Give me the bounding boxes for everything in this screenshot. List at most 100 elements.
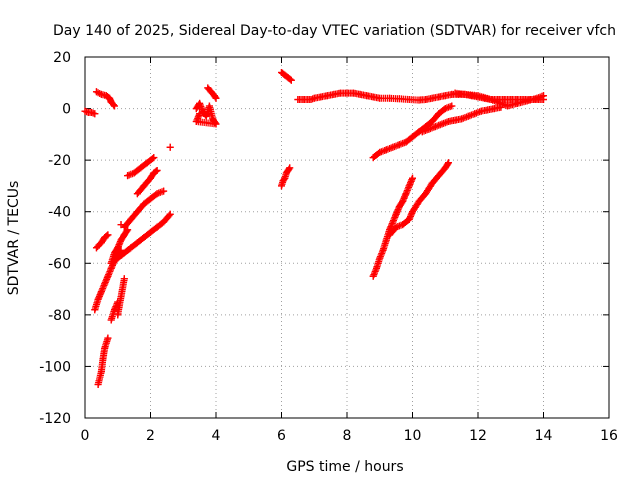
data-point	[415, 96, 423, 104]
data-point	[133, 208, 141, 216]
data-point	[104, 231, 112, 239]
series-s11	[124, 154, 158, 180]
data-point	[97, 288, 105, 296]
y-tick-label: -40	[48, 205, 71, 221]
data-point	[369, 272, 377, 280]
data-point	[379, 246, 387, 254]
data-point	[153, 166, 161, 174]
data-point	[130, 169, 138, 177]
data-point	[435, 110, 443, 118]
data-point	[114, 311, 122, 319]
data-point	[428, 179, 436, 187]
data-point	[120, 231, 128, 239]
data-point	[369, 93, 377, 101]
series-s22	[418, 103, 505, 136]
data-point	[425, 125, 433, 133]
x-tick-label: 14	[535, 428, 553, 444]
axis-ticks: 0 2 4 6 8 10 12 14 16 -120 -100 -80 -60 -40 -20 0 20	[39, 50, 618, 444]
x-tick-label: 2	[146, 428, 155, 444]
data-point	[461, 90, 469, 98]
data-point	[445, 159, 453, 167]
data-point	[160, 218, 168, 226]
y-tick-label: -120	[39, 411, 71, 427]
data-point	[399, 197, 407, 205]
data-point	[207, 88, 215, 96]
data-point	[382, 146, 390, 154]
data-point	[448, 102, 456, 110]
data-point	[497, 103, 505, 111]
data-point	[428, 94, 436, 102]
data-point	[97, 90, 105, 98]
data-point	[323, 92, 331, 100]
data-point	[133, 239, 141, 247]
data-point	[278, 182, 285, 190]
data-point	[395, 203, 403, 211]
data-point	[202, 112, 210, 120]
data-point	[386, 231, 394, 239]
data-point	[386, 94, 394, 102]
data-point	[104, 272, 112, 280]
data-point	[192, 105, 200, 113]
data-point	[81, 107, 89, 115]
data-point	[376, 94, 384, 102]
data-point	[330, 90, 338, 98]
data-point	[484, 106, 492, 114]
data-point	[92, 244, 100, 252]
data-point	[110, 249, 118, 257]
data-point	[94, 295, 102, 303]
series-s07	[114, 275, 128, 319]
data-point	[97, 368, 105, 376]
data-point	[363, 92, 371, 100]
data-point	[369, 154, 377, 162]
data-point	[117, 293, 125, 301]
series-s09	[110, 210, 174, 265]
data-point	[101, 280, 109, 288]
data-point	[441, 92, 449, 100]
data-point	[487, 96, 495, 104]
data-point	[441, 105, 449, 113]
data-point	[281, 174, 289, 182]
data-point	[356, 90, 364, 98]
data-point	[205, 102, 213, 110]
data-point	[192, 117, 200, 125]
data-point	[133, 190, 141, 198]
series-s14	[117, 221, 125, 229]
grid	[85, 57, 609, 418]
data-point	[402, 138, 410, 146]
series-s17	[278, 68, 295, 84]
x-tick-label: 12	[469, 428, 487, 444]
data-point	[127, 244, 135, 252]
data-point	[196, 99, 204, 107]
series-s18	[278, 164, 294, 190]
data-point	[477, 107, 485, 115]
data-point	[405, 96, 413, 104]
data-point	[147, 174, 154, 182]
data-point	[415, 197, 423, 205]
chart-title: Day 140 of 2025, Sidereal Day-to-day VTE…	[53, 23, 616, 39]
data-point	[120, 275, 128, 283]
series-s10	[120, 187, 168, 231]
data-point	[117, 221, 125, 229]
data-point	[471, 110, 479, 118]
series-s16	[204, 84, 220, 102]
data-point	[317, 93, 325, 101]
data-point	[503, 102, 511, 110]
data-point	[343, 89, 351, 97]
data-point	[382, 236, 390, 244]
data-point	[435, 172, 443, 180]
series-s24	[386, 159, 453, 239]
data-point	[153, 190, 161, 198]
data-point	[143, 159, 151, 167]
data-point	[212, 120, 220, 128]
data-point	[490, 105, 498, 113]
y-tick-label: 20	[53, 50, 71, 66]
data-point	[428, 117, 436, 125]
data-point	[392, 210, 400, 218]
data-point	[389, 218, 397, 226]
x-tick-label: 16	[600, 428, 618, 444]
data-point	[392, 223, 400, 231]
data-point	[153, 223, 161, 231]
data-point	[91, 306, 99, 314]
series-s21	[369, 102, 456, 162]
y-tick-label: -100	[39, 359, 71, 375]
